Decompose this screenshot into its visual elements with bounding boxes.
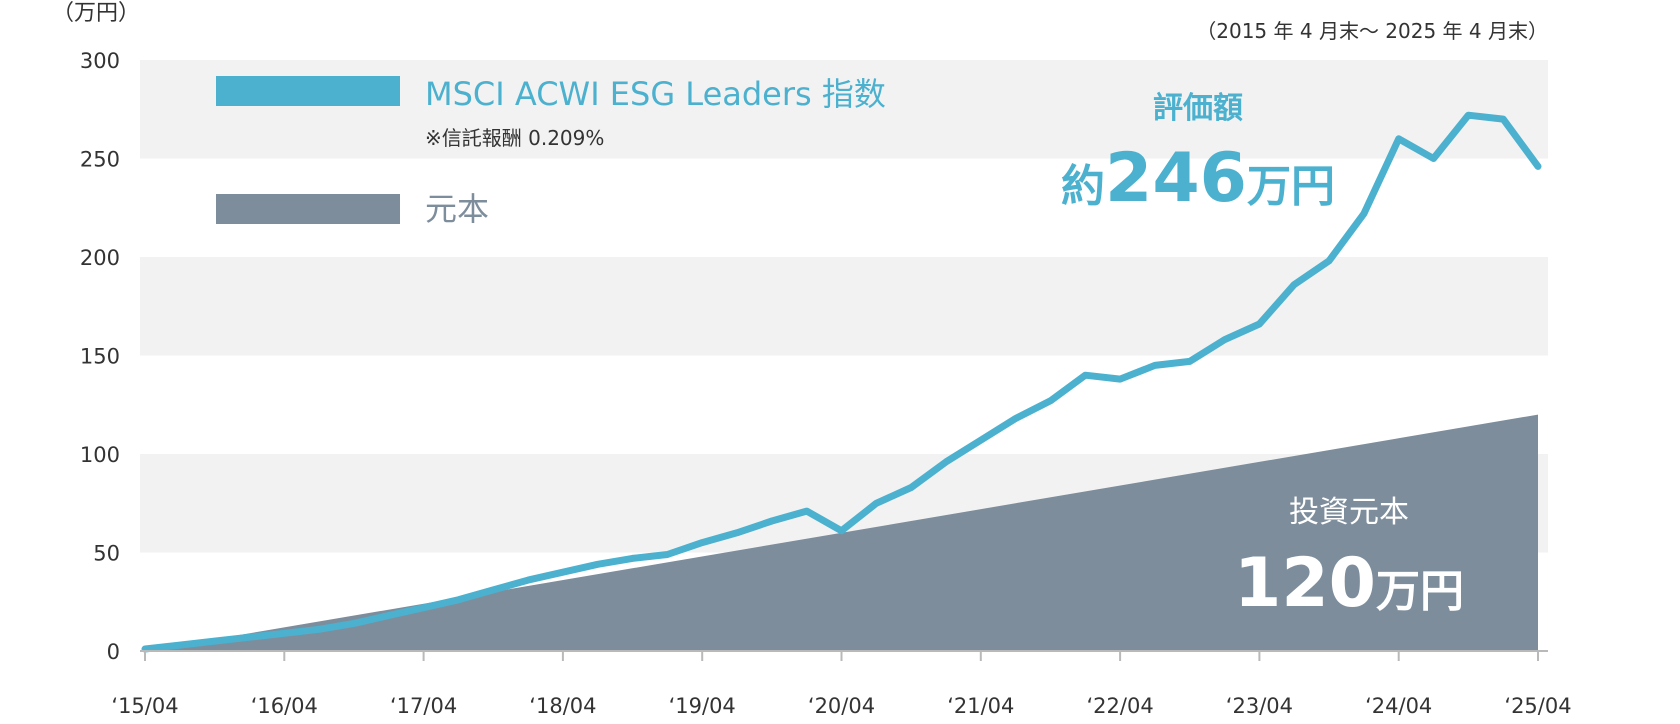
- valuation-unit: 万円: [1247, 161, 1335, 212]
- index-endpoint: [1535, 163, 1541, 170]
- background-band: [140, 257, 1548, 356]
- x-tick-label: ‘21/04: [947, 694, 1014, 718]
- y-tick-label: 50: [93, 542, 120, 566]
- index-series-line: [141, 111, 1542, 653]
- principal-unit: 万円: [1376, 566, 1464, 617]
- principal-annotation: 投資元本 120万円: [1234, 495, 1464, 623]
- y-axis-unit-label: （万円）: [52, 1, 140, 26]
- x-tick-label: ‘15/04: [111, 694, 178, 718]
- x-tick-label: ‘24/04: [1365, 694, 1432, 718]
- y-tick-label: 200: [80, 246, 120, 270]
- valuation-prefix: 約: [1061, 161, 1105, 212]
- y-tick-label: 0: [107, 640, 120, 664]
- x-axis: [140, 650, 1548, 661]
- period-note: （2015 年 4 月末〜 2025 年 4 月末）: [1196, 19, 1548, 43]
- legend-principal-label: 元本: [425, 190, 489, 228]
- valuation-annotation: 評価額 約246万円: [1061, 91, 1335, 218]
- x-tick-label: ‘17/04: [390, 694, 457, 718]
- valuation-amount: 約246万円: [1061, 139, 1335, 218]
- x-tick-label: ‘22/04: [1086, 694, 1153, 718]
- principal-amount: 120万円: [1234, 544, 1464, 623]
- valuation-title: 評価額: [1153, 91, 1243, 126]
- y-tick-label: 250: [80, 148, 120, 172]
- legend-index-label: MSCI ACWI ESG Leaders 指数: [425, 75, 886, 113]
- y-tick-label: 300: [80, 49, 120, 73]
- x-tick-label: ‘16/04: [251, 694, 318, 718]
- y-tick-label: 100: [80, 443, 120, 467]
- principal-number: 120: [1234, 544, 1376, 623]
- legend-fee-note: ※信託報酬 0.209%: [425, 126, 604, 150]
- x-tick-label: ‘25/04: [1504, 694, 1571, 718]
- x-tick-label: ‘20/04: [808, 694, 875, 718]
- y-axis-tick-labels: 0 50 100 150 200 250 300: [80, 49, 120, 664]
- x-tick-label: ‘19/04: [669, 694, 736, 718]
- x-tick-label: ‘23/04: [1226, 694, 1293, 718]
- y-tick-label: 150: [80, 345, 120, 369]
- x-tick-label: ‘18/04: [529, 694, 596, 718]
- valuation-number: 246: [1105, 139, 1247, 218]
- legend-index-swatch: [216, 76, 400, 106]
- index-line-layer: [141, 111, 1542, 653]
- legend: MSCI ACWI ESG Leaders 指数 ※信託報酬 0.209% 元本: [216, 75, 886, 228]
- legend-principal-swatch: [216, 194, 400, 224]
- principal-title: 投資元本: [1289, 495, 1409, 530]
- x-axis-tick-labels: ‘15/04 ‘16/04 ‘17/04 ‘18/04 ‘19/04 ‘20/04 ‘21/…: [111, 694, 1571, 718]
